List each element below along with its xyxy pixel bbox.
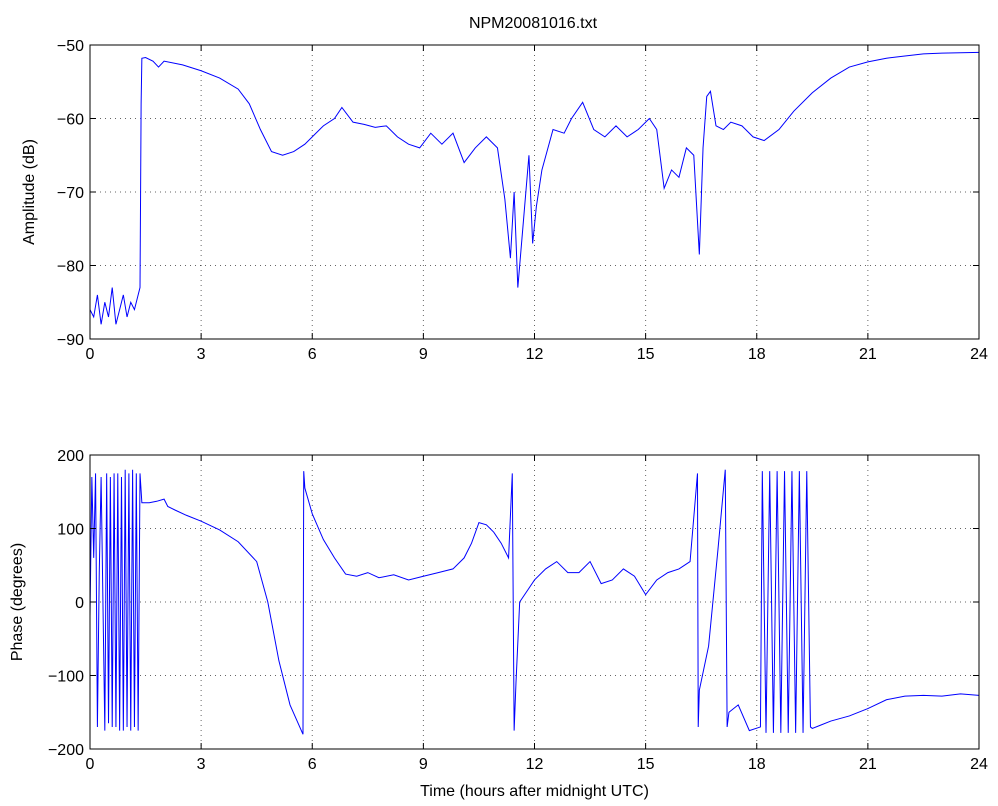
- y-tick-label: −80: [57, 259, 84, 276]
- y-tick-label: −70: [57, 185, 84, 202]
- amplitude-series-line: [89, 51, 980, 325]
- y-tick-label: −60: [57, 112, 84, 129]
- x-tick-label: 24: [970, 756, 988, 773]
- y-tick-label: −100: [48, 669, 84, 686]
- x-tick-label: 0: [86, 756, 95, 773]
- x-tick-label: 9: [419, 756, 428, 773]
- amplitude-panel: 0 3 6 9 12 15 18 21 24 −90 −80 −70 −60 −50 Amplitude (…: [21, 38, 988, 363]
- x-tick-label: 12: [526, 756, 544, 773]
- x-tick-label: 21: [859, 756, 877, 773]
- x-tick-label: 15: [637, 346, 655, 363]
- y-tick-label: 100: [57, 522, 84, 539]
- figure-title: NPM20081016.txt: [469, 15, 598, 32]
- x-tick-label: 18: [748, 346, 766, 363]
- y-tick-label: 200: [57, 448, 84, 465]
- x-tick-label: 12: [526, 346, 544, 363]
- y-tick-label: −200: [48, 742, 84, 759]
- y-tick-label: −90: [57, 332, 84, 349]
- x-tick-label: 18: [748, 756, 766, 773]
- x-tick-label: 24: [970, 346, 988, 363]
- x-tick-label: 6: [308, 756, 317, 773]
- x-tick-label: 15: [637, 756, 655, 773]
- x-tick-label: 0: [86, 346, 95, 363]
- x-tick-label: 3: [197, 346, 206, 363]
- y-tick-label: 0: [75, 595, 84, 612]
- x-tick-label: 3: [197, 756, 206, 773]
- phase-series-line: [89, 469, 980, 735]
- y-axis-label: Phase (degrees): [9, 543, 26, 661]
- x-tick-label: 6: [308, 346, 317, 363]
- y-tick-label: −50: [57, 38, 84, 55]
- x-axis-label: Time (hours after midnight UTC): [420, 783, 649, 800]
- x-tick-label: 9: [419, 346, 428, 363]
- y-axis-label: Amplitude (dB): [21, 139, 38, 245]
- x-tick-label: 21: [859, 346, 877, 363]
- phase-panel: 0 3 6 9 12 15 18 21 24 −200 −100 0 100 200 Phase (degr…: [9, 448, 988, 800]
